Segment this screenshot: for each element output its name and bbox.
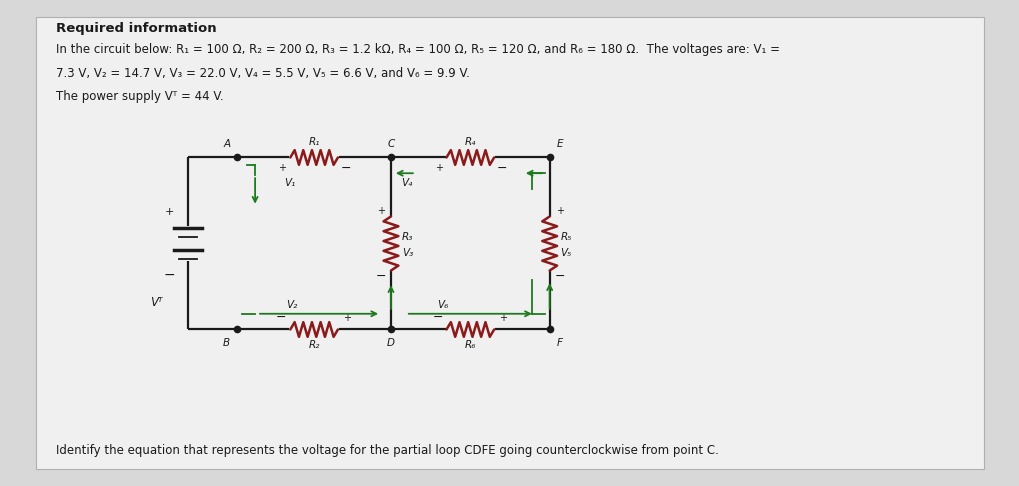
Text: R₆: R₆ [465,340,476,350]
Text: +: + [555,206,564,216]
Text: V₁: V₁ [284,178,296,188]
Text: −: − [340,162,351,175]
Text: −: − [276,311,286,324]
Text: R₄: R₄ [465,137,476,147]
Text: The power supply Vᵀ = 44 V.: The power supply Vᵀ = 44 V. [56,90,223,103]
Text: Identify the equation that represents the voltage for the partial loop CDFE goin: Identify the equation that represents th… [56,444,718,457]
Text: V₄: V₄ [400,178,412,188]
Text: −: − [164,268,175,282]
Text: Required information: Required information [56,22,216,35]
Text: C: C [387,139,394,149]
Text: +: + [342,312,351,323]
Text: +: + [498,312,506,323]
Text: V₆: V₆ [436,300,447,310]
Text: +: + [278,163,286,174]
Text: V₅: V₅ [560,248,572,259]
Text: V₂: V₂ [286,300,298,310]
Text: −: − [553,269,565,282]
Text: −: − [432,311,442,324]
Text: −: − [375,269,386,282]
Text: R₅: R₅ [560,232,572,242]
Text: R₂: R₂ [308,340,320,350]
Text: −: − [496,162,506,175]
Text: 7.3 V, V₂ = 14.7 V, V₃ = 22.0 V, V₄ = 5.5 V, V₅ = 6.6 V, and V₆ = 9.9 V.: 7.3 V, V₂ = 14.7 V, V₃ = 22.0 V, V₄ = 5.… [56,67,469,80]
Text: B: B [223,338,230,348]
Text: A: A [223,139,230,149]
Text: R₁: R₁ [308,137,320,147]
Text: In the circuit below: R₁ = 100 Ω, R₂ = 200 Ω, R₃ = 1.2 kΩ, R₄ = 100 Ω, R₅ = 120 : In the circuit below: R₁ = 100 Ω, R₂ = 2… [56,43,779,56]
Text: +: + [377,206,385,216]
Text: +: + [434,163,442,174]
Text: R₃: R₃ [401,232,413,242]
Text: +: + [165,207,174,217]
Text: E: E [556,139,562,149]
Text: F: F [556,338,562,348]
Text: Vᵀ: Vᵀ [150,296,162,309]
Text: D: D [386,338,394,348]
Text: V₃: V₃ [401,248,413,259]
